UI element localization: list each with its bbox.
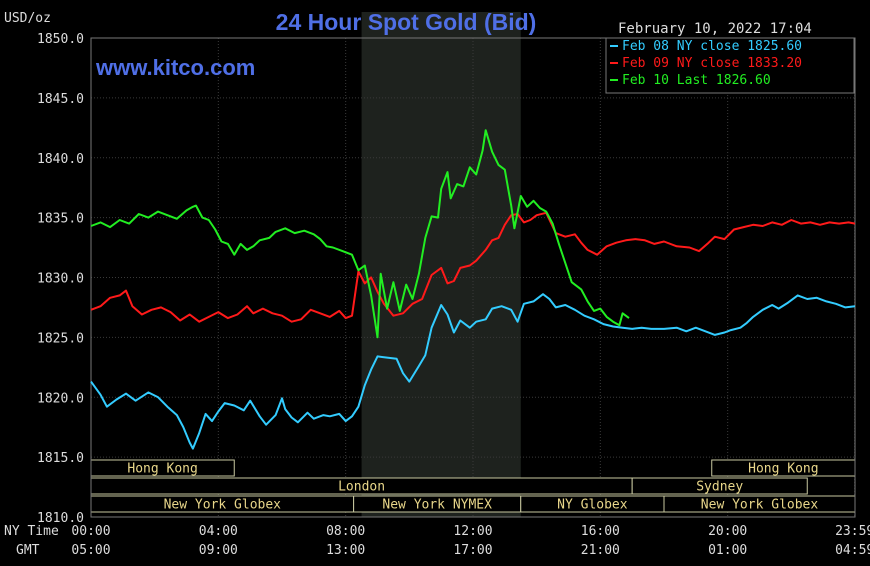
chart-title: 24 Hour Spot Gold (Bid)	[276, 9, 537, 35]
session-label: NY Globex	[557, 498, 628, 513]
gmt-time-tick: 09:00	[199, 543, 238, 558]
ny-time-tick: 00:00	[71, 524, 110, 539]
legend-entry: Feb 09 NY close 1833.20	[622, 56, 802, 71]
session-label: Sydney	[696, 480, 743, 495]
legend-entry: Feb 08 NY close 1825.60	[622, 39, 802, 54]
market-sessions: Hong Kong Hong Kong London Sydney New York G…	[90, 459, 856, 513]
series-line	[90, 211, 856, 323]
series-lines	[90, 129, 856, 450]
gmt-time-tick: 21:00	[581, 543, 620, 558]
y-axis-unit-label: USD/oz	[4, 11, 51, 26]
y-tick-label: 1815.0	[37, 451, 84, 466]
legend-box	[605, 37, 855, 94]
y-tick-label: 1810.0	[37, 511, 84, 526]
session-label: New York Globex	[164, 498, 282, 513]
session-label: London	[338, 480, 385, 495]
ny-time-tick: 20:00	[708, 524, 747, 539]
ny-time-tick: 04:00	[199, 524, 238, 539]
y-tick-label: 1825.0	[37, 331, 84, 346]
legend-entry: Feb 10 Last 1826.60	[622, 73, 771, 88]
y-tick-label: 1845.0	[37, 92, 84, 107]
ny-time-label: NY Time	[4, 524, 59, 539]
session-label: Hong Kong	[748, 462, 818, 477]
plot-frame	[90, 37, 856, 518]
y-tick-label: 1820.0	[37, 391, 84, 406]
legend: Feb 08 NY close 1825.60 Feb 09 NY close 1…	[610, 39, 802, 88]
series-line	[90, 129, 630, 339]
y-tick-label: 1840.0	[37, 152, 84, 167]
chart-timestamp: February 10, 2022 17:04	[618, 21, 812, 37]
session-label: New York Globex	[701, 498, 819, 513]
ny-time-tick: 08:00	[326, 524, 365, 539]
gmt-label: GMT	[16, 543, 40, 558]
session-bar	[631, 477, 808, 495]
gmt-time-tick: 17:00	[453, 543, 492, 558]
y-axis-ticks: 1850.0 1845.0 1840.0 1835.0 1830.0 1825.0 1820…	[37, 32, 84, 526]
x-axis-ticks: 00:00 05:00 04:00 09:00 08:00 13:00 12:00 17:00…	[71, 524, 870, 558]
ny-time-tick: 23:59	[835, 524, 870, 539]
y-tick-label: 1850.0	[37, 32, 84, 47]
ny-time-tick: 12:00	[453, 524, 492, 539]
gmt-time-tick: 05:00	[71, 543, 110, 558]
session-highlight	[361, 12, 521, 517]
kitco-watermark[interactable]: www.kitco.com	[95, 55, 255, 80]
series-line	[90, 293, 856, 450]
y-tick-label: 1835.0	[37, 212, 84, 227]
gmt-time-tick: 13:00	[326, 543, 365, 558]
ny-time-tick: 16:00	[581, 524, 620, 539]
session-label: New York NYMEX	[382, 498, 492, 513]
y-tick-label: 1830.0	[37, 272, 84, 287]
session-label: Hong Kong	[127, 462, 197, 477]
gmt-time-tick: 01:00	[708, 543, 747, 558]
gmt-time-tick: 04:59	[835, 543, 870, 558]
